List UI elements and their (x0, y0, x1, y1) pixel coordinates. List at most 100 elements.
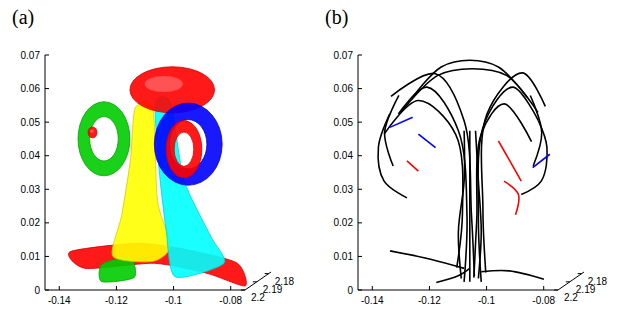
z-tick-label: 0.04 (334, 150, 354, 161)
plot-area (378, 60, 550, 282)
z-tick (358, 155, 362, 156)
z-tick (45, 55, 49, 56)
z-axis-line (45, 55, 46, 290)
vortex-line (385, 95, 399, 166)
isosurface-blob (88, 127, 97, 138)
z-tick-label: 0.02 (334, 217, 354, 228)
z-tick (358, 55, 362, 56)
vortex-line (458, 131, 464, 279)
x-tick-label: -0.14 (361, 295, 384, 306)
z-tick (358, 256, 362, 257)
vortex-line (474, 104, 532, 278)
z-tick-label: 0 (347, 285, 353, 296)
vortex-line (398, 87, 467, 282)
axes: 0 0.01 0.02 0.03 0.04 0.05 0.06 0.07 -0.14 -0.12 -… (334, 50, 608, 307)
z-tick-label: 0.07 (334, 50, 354, 61)
vortex-line (521, 121, 547, 195)
x-tick (543, 286, 544, 290)
x-tick (429, 286, 430, 290)
z-tick-label: 0.04 (21, 150, 41, 161)
vortex-line (478, 87, 538, 282)
isosurface-blob (130, 67, 215, 113)
z-tick (358, 189, 362, 190)
z-tick-label: 0.03 (21, 184, 41, 195)
isosurface-highlight (90, 129, 94, 133)
x-axis-line (358, 290, 558, 291)
vortex-line (384, 101, 463, 268)
x-tick-label: -0.08 (532, 295, 555, 306)
x-tick (116, 286, 117, 290)
x-tick-label: -0.1 (165, 295, 183, 306)
isosurface-ring (78, 102, 130, 176)
x-axis-line (45, 290, 245, 291)
y-tick-label: 2.2 (251, 292, 265, 303)
isosurface-ring (166, 121, 202, 178)
z-tick-label: 0 (34, 285, 40, 296)
z-tick-label: 0.03 (334, 184, 354, 195)
vortex-line (391, 73, 474, 276)
vortex-line (530, 95, 541, 166)
isosurface-highlight (145, 76, 183, 92)
vortex-line (481, 271, 544, 280)
z-tick (358, 290, 362, 291)
z-tick-label: 0.06 (334, 83, 354, 94)
z-axis-line (358, 55, 359, 290)
panel-title: (a) (12, 6, 34, 29)
z-tick-label: 0.01 (334, 251, 354, 262)
figure: (a) 0 0.01 0.02 0.03 0.04 0.05 0.06 0.07 -0.14 -0.… (0, 0, 627, 330)
x-tick (486, 286, 487, 290)
y-tick-label: 2.19 (263, 284, 283, 295)
vortex-line (407, 161, 418, 171)
z-tick (358, 222, 362, 223)
axes: 0 0.01 0.02 0.03 0.04 0.05 0.06 0.07 -0.14 -0.12 -… (21, 50, 295, 307)
vortex-line (533, 154, 550, 167)
y-tick (265, 273, 269, 274)
vortex-line (498, 141, 521, 181)
panel-title: (b) (325, 6, 348, 29)
z-tick (45, 88, 49, 89)
x-tick-label: -0.14 (48, 295, 71, 306)
vortex-line (504, 181, 519, 215)
z-tick (358, 122, 362, 123)
x-tick-label: -0.12 (418, 295, 441, 306)
z-tick-label: 0.06 (21, 83, 41, 94)
x-tick (59, 286, 60, 290)
plot-area (69, 67, 247, 286)
y-tick-label: 2.2 (564, 292, 578, 303)
y-tick-label: 2.19 (576, 284, 596, 295)
x-tick (372, 286, 373, 290)
x-tick-label: -0.12 (105, 295, 128, 306)
vortex-line (436, 268, 469, 282)
y-tick (578, 273, 582, 274)
y-tick (253, 281, 257, 282)
vortex-line (390, 251, 464, 269)
y-tick (241, 290, 245, 291)
z-tick-label: 0.02 (21, 217, 41, 228)
z-tick-label: 0.01 (21, 251, 41, 262)
x-tick (173, 286, 174, 290)
isosurface-sheet (155, 97, 225, 278)
z-tick-label: 0.05 (21, 117, 41, 128)
x-tick-label: -0.1 (478, 295, 496, 306)
x-tick (230, 286, 231, 290)
z-tick (45, 290, 49, 291)
z-tick-label: 0.05 (334, 117, 354, 128)
y-tick (566, 281, 570, 282)
vortex-line (469, 131, 471, 282)
z-tick (45, 189, 49, 190)
z-tick-label: 0.07 (21, 50, 41, 61)
vortex-line (390, 117, 413, 127)
z-tick (45, 222, 49, 223)
z-tick (358, 88, 362, 89)
z-tick (45, 256, 49, 257)
z-tick (45, 122, 49, 123)
z-tick (45, 155, 49, 156)
y-tick (554, 290, 558, 291)
vortex-line (401, 69, 538, 113)
vortex-line (481, 73, 545, 273)
vortex-line (476, 131, 482, 279)
panel: (b) 0 0.01 0.02 0.03 0.04 0.05 0.06 0.07 -0.14 -0.… (325, 6, 608, 306)
isosurface-ring (154, 103, 222, 185)
panel: (a) 0 0.01 0.02 0.03 0.04 0.05 0.06 0.07 -0.14 -0.… (12, 6, 295, 306)
x-tick-label: -0.08 (219, 295, 242, 306)
